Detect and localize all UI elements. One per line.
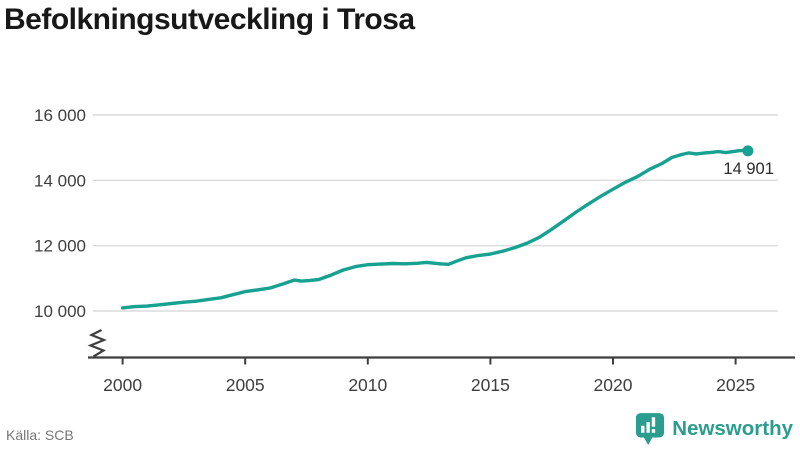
x-axis: 2000 2005 2010 2015 2020 2025 <box>87 329 795 395</box>
y-tick-label: 10 000 <box>34 302 86 321</box>
y-tick-label: 16 000 <box>34 106 86 125</box>
x-tick-label: 2015 <box>471 375 510 395</box>
y-axis-labels: 16 000 14 000 12 000 10 000 <box>34 106 86 321</box>
latest-value-dot <box>742 145 754 157</box>
population-line <box>120 148 750 310</box>
chart-title: Befolkningsutveckling i Trosa <box>4 3 415 36</box>
latest-value-label: 14 901 <box>723 160 773 178</box>
axis-break-icon <box>87 329 107 358</box>
newsworthy-logo[interactable]: Newsworthy <box>635 412 793 446</box>
x-tick-label: 2025 <box>716 375 755 395</box>
y-tick-label: 12 000 <box>34 237 86 256</box>
x-tick-label: 2000 <box>103 375 142 395</box>
gridlines <box>93 114 778 312</box>
newsworthy-wordmark: Newsworthy <box>672 417 793 440</box>
y-tick-label: 14 000 <box>34 171 86 190</box>
population-chart: 16 000 14 000 12 000 10 000 2000 2005 20… <box>34 106 795 395</box>
x-tick-label: 2020 <box>594 375 633 395</box>
source-note: Källa: SCB <box>6 427 74 443</box>
newsworthy-bubble-chart-icon <box>636 413 665 445</box>
x-tick-label: 2010 <box>348 375 387 395</box>
x-tick-label: 2005 <box>226 375 265 395</box>
